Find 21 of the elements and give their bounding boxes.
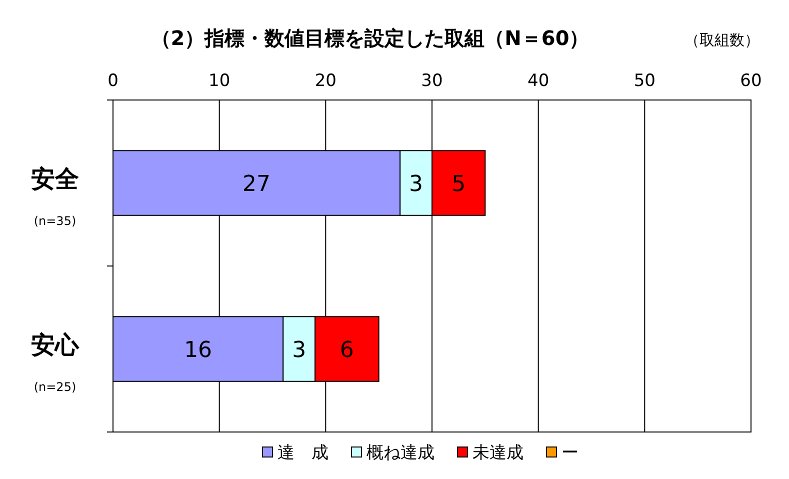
legend-label: 概ね達成 bbox=[366, 443, 434, 463]
data-label: 6 bbox=[340, 338, 354, 363]
data-label: 27 bbox=[242, 172, 271, 197]
x-tick-label: 0 bbox=[108, 71, 118, 91]
data-label: 5 bbox=[452, 172, 466, 197]
x-tick-label: 60 bbox=[740, 71, 762, 91]
y-tick-label: 安心 (n=25) bbox=[31, 331, 80, 394]
legend-label: 達 成 bbox=[278, 443, 328, 463]
data-label: 3 bbox=[409, 172, 424, 197]
data-label: 3 bbox=[292, 338, 306, 363]
x-tick-label: 10 bbox=[208, 71, 230, 91]
x-tick-label: 20 bbox=[314, 71, 336, 91]
legend-label: 未達成 bbox=[472, 443, 524, 463]
chart-title: （2）指標・数値目標を設定した取組（N＝60） bbox=[150, 26, 590, 50]
x-tick-label: 40 bbox=[528, 71, 550, 91]
x-tick-label: 50 bbox=[634, 71, 656, 91]
x-tick-label: 30 bbox=[421, 71, 443, 91]
x-axis-title: （取組数） bbox=[684, 31, 760, 49]
legend-label: ー bbox=[562, 443, 578, 463]
data-label: 16 bbox=[184, 338, 212, 363]
y-tick-label: 安全 (n=35) bbox=[31, 165, 80, 228]
